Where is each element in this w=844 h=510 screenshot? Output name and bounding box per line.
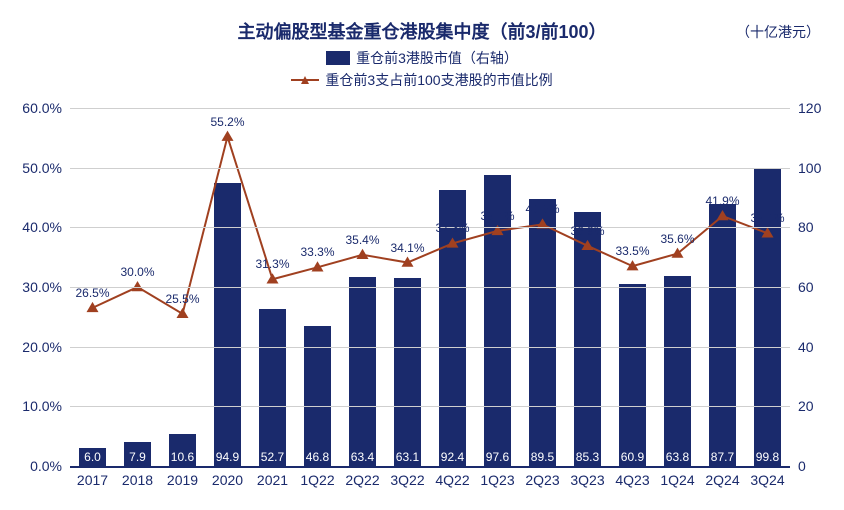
legend-line-label: 重仓前3支占前100支港股的市值比例 <box>325 70 552 90</box>
line-value-label: 33.5% <box>615 244 649 258</box>
line-value-label: 35.6% <box>660 232 694 246</box>
y-right-tick: 0 <box>790 458 806 474</box>
line-value-label: 40.5% <box>525 202 559 216</box>
line-value-label: 55.2% <box>210 115 244 129</box>
line-value-label: 35.4% <box>345 233 379 247</box>
line-value-label: 26.5% <box>75 286 109 300</box>
line-value-label: 37.3% <box>435 221 469 235</box>
chart-container: 主动偏股型基金重仓港股集中度（前3/前100） （十亿港元） 重仓前3港股市值（… <box>0 0 844 510</box>
legend-bar-swatch <box>326 51 350 65</box>
gridline <box>70 108 790 109</box>
x-tick-label: 2017 <box>77 466 108 488</box>
x-tick-label: 3Q24 <box>750 466 784 488</box>
y-left-tick: 0.0% <box>30 458 70 474</box>
x-tick-label: 2020 <box>212 466 243 488</box>
x-tick-label: 1Q24 <box>660 466 694 488</box>
y-left-tick: 60.0% <box>22 100 70 116</box>
legend-item-line: 重仓前3支占前100支港股的市值比例 <box>291 70 552 90</box>
y-right-tick: 40 <box>790 339 814 355</box>
line-value-label: 39.0% <box>750 211 784 225</box>
y-right-tick: 100 <box>790 160 821 176</box>
legend-item-bar: 重仓前3港股市值（右轴） <box>326 48 518 68</box>
x-tick-label: 4Q22 <box>435 466 469 488</box>
x-tick-label: 2Q23 <box>525 466 559 488</box>
triangle-up-icon <box>177 308 189 318</box>
y-left-tick: 30.0% <box>22 279 70 295</box>
x-tick-label: 2021 <box>257 466 288 488</box>
x-tick-label: 2018 <box>122 466 153 488</box>
triangle-up-icon <box>357 249 369 259</box>
x-tick-label: 2Q22 <box>345 466 379 488</box>
y-left-tick: 10.0% <box>22 398 70 414</box>
x-tick-label: 1Q23 <box>480 466 514 488</box>
line-value-label: 31.3% <box>255 257 289 271</box>
legend-line-swatch <box>291 79 319 81</box>
x-tick-label: 2019 <box>167 466 198 488</box>
line-value-label: 39.4% <box>480 209 514 223</box>
line-value-label: 25.5% <box>165 292 199 306</box>
x-tick-label: 4Q23 <box>615 466 649 488</box>
triangle-up-icon <box>222 131 234 141</box>
line-value-label: 30.0% <box>120 265 154 279</box>
y-right-tick: 20 <box>790 398 814 414</box>
gridline <box>70 287 790 288</box>
gridline <box>70 406 790 407</box>
gridline <box>70 347 790 348</box>
triangle-up-icon <box>717 210 729 220</box>
x-tick-label: 3Q23 <box>570 466 604 488</box>
legend: 重仓前3港股市值（右轴） 重仓前3支占前100支港股的市值比例 <box>0 48 844 90</box>
line-value-label: 36.9% <box>570 224 604 238</box>
y-left-tick: 20.0% <box>22 339 70 355</box>
y-left-tick: 40.0% <box>22 219 70 235</box>
y-left-tick: 50.0% <box>22 160 70 176</box>
line-value-label: 41.9% <box>705 194 739 208</box>
y-right-tick: 120 <box>790 100 821 116</box>
x-tick-label: 3Q22 <box>390 466 424 488</box>
line-value-label: 33.3% <box>300 245 334 259</box>
y-right-tick: 60 <box>790 279 814 295</box>
y-right-tick: 80 <box>790 219 814 235</box>
right-axis-unit: （十亿港元） <box>736 22 820 42</box>
x-tick-label: 1Q22 <box>300 466 334 488</box>
line-value-label: 34.1% <box>390 241 424 255</box>
plot-area: 6.07.910.694.952.746.863.463.192.497.689… <box>70 108 790 466</box>
triangle-up-icon <box>301 76 309 84</box>
legend-bar-label: 重仓前3港股市值（右轴） <box>356 48 518 68</box>
gridline <box>70 227 790 228</box>
chart-title: 主动偏股型基金重仓港股集中度（前3/前100） <box>0 18 844 44</box>
x-tick-label: 2Q24 <box>705 466 739 488</box>
gridline <box>70 168 790 169</box>
